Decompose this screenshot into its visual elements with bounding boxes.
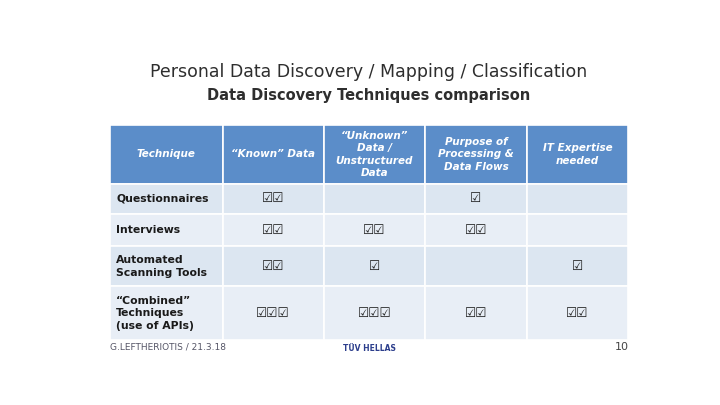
Bar (324, 246, 425, 286)
Text: Purpose of
Processing &
Data Flows: Purpose of Processing & Data Flows (438, 137, 514, 172)
Text: Questionnaires: Questionnaires (116, 194, 209, 204)
Text: Interviews: Interviews (116, 225, 180, 235)
Bar (527, 214, 629, 246)
Text: Data Discovery Techniques comparison: Data Discovery Techniques comparison (207, 87, 531, 102)
Text: IT Expertise
needed: IT Expertise needed (543, 143, 613, 166)
Text: “Unknown”
Data /
Unstructured
Data: “Unknown” Data / Unstructured Data (336, 131, 413, 178)
Bar (222, 246, 324, 286)
Bar (109, 125, 222, 184)
Text: ☑☑☑: ☑☑☑ (358, 307, 392, 320)
Bar (425, 246, 527, 286)
Text: Personal Data Discovery / Mapping / Classification: Personal Data Discovery / Mapping / Clas… (150, 63, 588, 81)
Bar (527, 184, 629, 214)
Bar (527, 125, 629, 184)
Bar (109, 184, 222, 214)
Text: Automated
Scanning Tools: Automated Scanning Tools (116, 255, 207, 277)
Bar (324, 184, 425, 214)
Text: TÜV HELLAS: TÜV HELLAS (343, 344, 395, 353)
Text: ☑☑: ☑☑ (363, 224, 386, 237)
Text: 10: 10 (614, 342, 629, 352)
Bar (324, 214, 425, 246)
Bar (109, 214, 222, 246)
Bar (425, 286, 527, 340)
Bar (425, 125, 527, 184)
Bar (527, 286, 629, 340)
Bar (109, 246, 222, 286)
Text: ☑: ☑ (470, 192, 482, 205)
Bar (425, 214, 527, 246)
Bar (425, 184, 527, 214)
Text: Technique: Technique (137, 149, 196, 159)
Bar (222, 214, 324, 246)
Text: G.LEFTHERIOTIS / 21.3.18: G.LEFTHERIOTIS / 21.3.18 (109, 343, 225, 352)
Text: ☑☑☑: ☑☑☑ (256, 307, 290, 320)
Text: ☑☑: ☑☑ (464, 307, 487, 320)
Text: ☑☑: ☑☑ (464, 224, 487, 237)
Bar (222, 184, 324, 214)
Bar (222, 125, 324, 184)
Text: ☑☑: ☑☑ (262, 192, 284, 205)
Text: “Combined”
Techniques
(use of APIs): “Combined” Techniques (use of APIs) (116, 296, 194, 331)
Text: ☑☑: ☑☑ (567, 307, 589, 320)
Text: ☑☑: ☑☑ (262, 224, 284, 237)
Bar (324, 286, 425, 340)
Text: ☑: ☑ (369, 260, 380, 273)
Text: ☑☑: ☑☑ (262, 260, 284, 273)
Text: ☑: ☑ (572, 260, 583, 273)
Bar (109, 286, 222, 340)
Text: “Known” Data: “Known” Data (231, 149, 315, 159)
Bar (324, 125, 425, 184)
Bar (527, 246, 629, 286)
Bar (222, 286, 324, 340)
